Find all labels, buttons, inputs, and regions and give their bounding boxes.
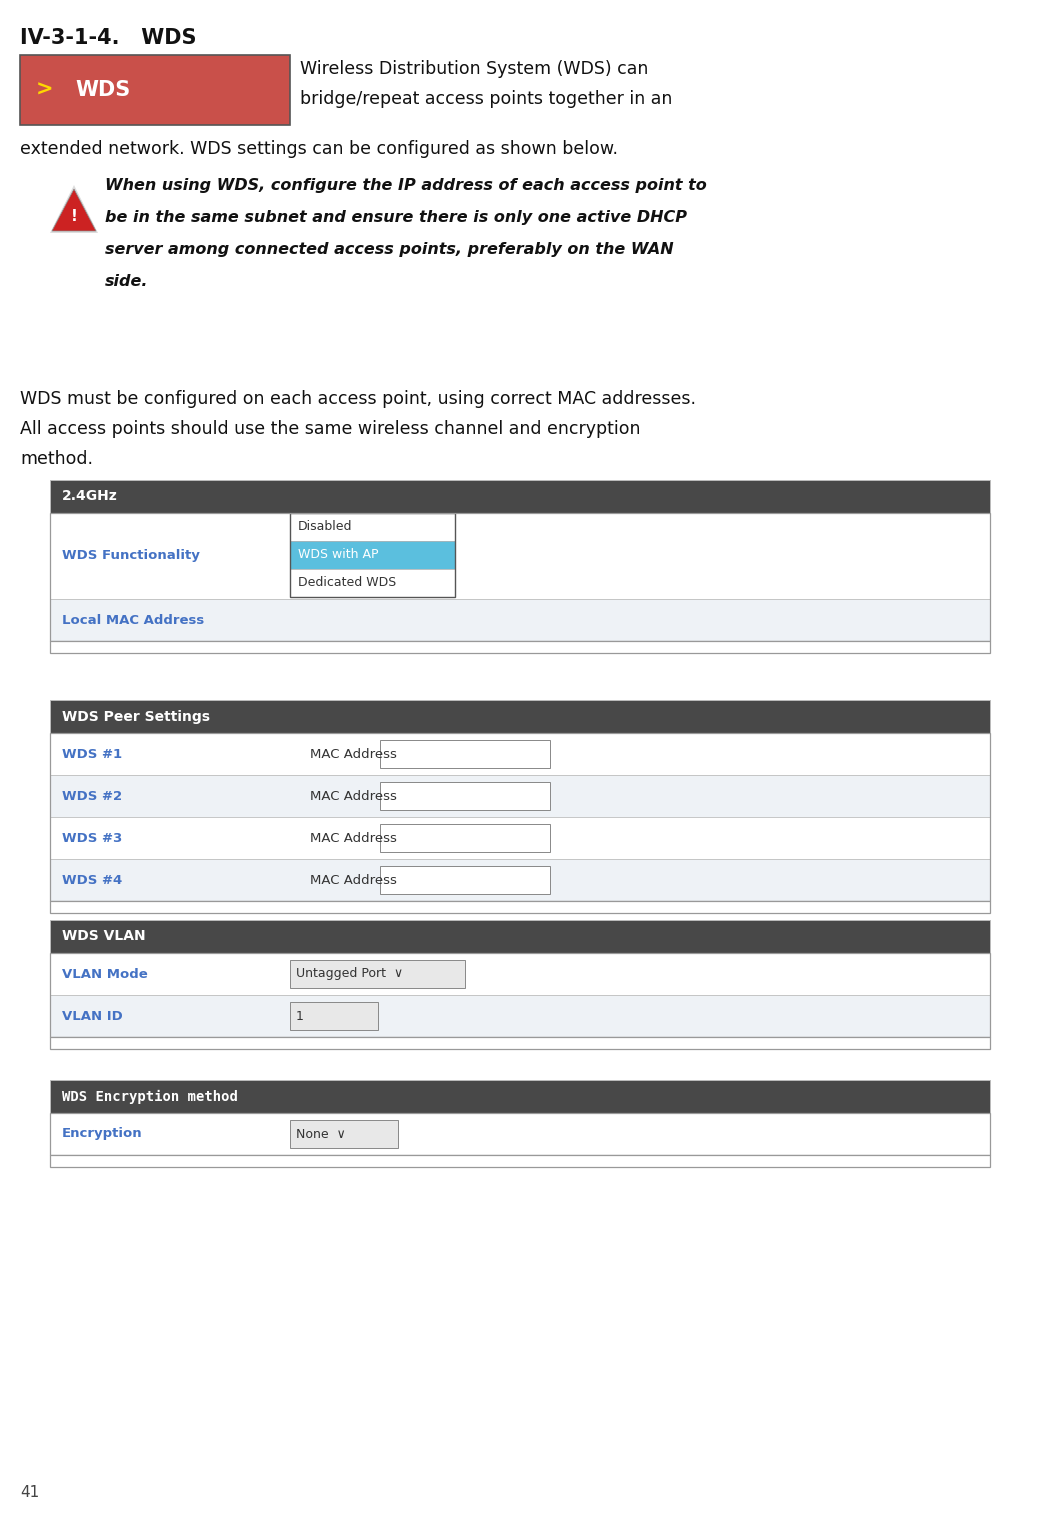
Polygon shape <box>50 185 98 233</box>
FancyBboxPatch shape <box>50 920 990 953</box>
FancyBboxPatch shape <box>50 1113 990 1155</box>
Text: WDS Functionality: WDS Functionality <box>62 550 200 562</box>
Text: MAC Address: MAC Address <box>310 831 397 845</box>
Text: WDS #3: WDS #3 <box>62 831 123 845</box>
Polygon shape <box>52 188 96 231</box>
FancyBboxPatch shape <box>50 953 990 996</box>
FancyBboxPatch shape <box>380 866 550 894</box>
FancyBboxPatch shape <box>50 641 990 654</box>
Text: Untagged Port  ∨: Untagged Port ∨ <box>296 968 404 980</box>
Text: WDS with AP: WDS with AP <box>298 549 379 561</box>
FancyBboxPatch shape <box>50 514 990 599</box>
Text: Wireless Distribution System (WDS) can: Wireless Distribution System (WDS) can <box>300 59 648 78</box>
Text: Disabled: Disabled <box>298 520 353 534</box>
Text: WDS: WDS <box>75 81 130 100</box>
Text: WDS #2: WDS #2 <box>62 789 122 803</box>
Text: MAC Address: MAC Address <box>310 789 397 803</box>
FancyBboxPatch shape <box>50 599 990 641</box>
Text: server among connected access points, preferably on the WAN: server among connected access points, pr… <box>105 242 674 257</box>
FancyBboxPatch shape <box>290 1120 398 1148</box>
FancyBboxPatch shape <box>20 55 290 125</box>
Text: bridge/repeat access points together in an: bridge/repeat access points together in … <box>300 90 673 108</box>
Text: extended network. WDS settings can be configured as shown below.: extended network. WDS settings can be co… <box>20 140 618 158</box>
Text: MAC Address: MAC Address <box>310 748 397 760</box>
Text: WDS #1: WDS #1 <box>62 748 122 760</box>
Text: MAC Address: MAC Address <box>310 874 397 886</box>
FancyBboxPatch shape <box>50 818 990 859</box>
FancyBboxPatch shape <box>50 901 990 914</box>
Text: VLAN Mode: VLAN Mode <box>62 968 148 980</box>
FancyBboxPatch shape <box>380 824 550 853</box>
FancyBboxPatch shape <box>50 859 990 901</box>
FancyBboxPatch shape <box>290 1002 378 1031</box>
FancyBboxPatch shape <box>50 733 990 775</box>
FancyBboxPatch shape <box>50 480 990 514</box>
Text: side.: side. <box>105 274 149 289</box>
Text: 1: 1 <box>296 1009 304 1023</box>
Text: !: ! <box>71 208 77 223</box>
Text: Dedicated WDS: Dedicated WDS <box>298 576 396 590</box>
Text: 2.4GHz: 2.4GHz <box>62 489 118 503</box>
Text: None  ∨: None ∨ <box>296 1128 345 1140</box>
FancyBboxPatch shape <box>50 1037 990 1049</box>
Text: WDS Peer Settings: WDS Peer Settings <box>62 710 210 724</box>
FancyBboxPatch shape <box>50 996 990 1037</box>
Text: Local MAC Address: Local MAC Address <box>62 614 204 626</box>
FancyBboxPatch shape <box>380 781 550 810</box>
Text: WDS Encryption method: WDS Encryption method <box>62 1090 238 1104</box>
Text: All access points should use the same wireless channel and encryption: All access points should use the same wi… <box>20 420 641 438</box>
FancyBboxPatch shape <box>380 740 550 768</box>
Text: WDS must be configured on each access point, using correct MAC addresses.: WDS must be configured on each access po… <box>20 391 696 407</box>
Text: 41: 41 <box>20 1485 40 1500</box>
Text: >: > <box>36 81 53 100</box>
FancyBboxPatch shape <box>290 568 456 597</box>
Text: be in the same subnet and ensure there is only one active DHCP: be in the same subnet and ensure there i… <box>105 210 687 225</box>
FancyBboxPatch shape <box>50 701 990 733</box>
Text: VLAN ID: VLAN ID <box>62 1009 123 1023</box>
Text: WDS VLAN: WDS VLAN <box>62 930 146 944</box>
FancyBboxPatch shape <box>50 775 990 818</box>
FancyBboxPatch shape <box>290 541 456 568</box>
FancyBboxPatch shape <box>50 1155 990 1167</box>
Text: When using WDS, configure the IP address of each access point to: When using WDS, configure the IP address… <box>105 178 707 193</box>
FancyBboxPatch shape <box>290 514 456 541</box>
FancyBboxPatch shape <box>50 1081 990 1113</box>
Text: IV-3-1-4.   WDS: IV-3-1-4. WDS <box>20 27 197 49</box>
Text: Encryption: Encryption <box>62 1128 142 1140</box>
FancyBboxPatch shape <box>290 961 465 988</box>
Text: method.: method. <box>20 450 93 468</box>
Text: WDS #4: WDS #4 <box>62 874 123 886</box>
